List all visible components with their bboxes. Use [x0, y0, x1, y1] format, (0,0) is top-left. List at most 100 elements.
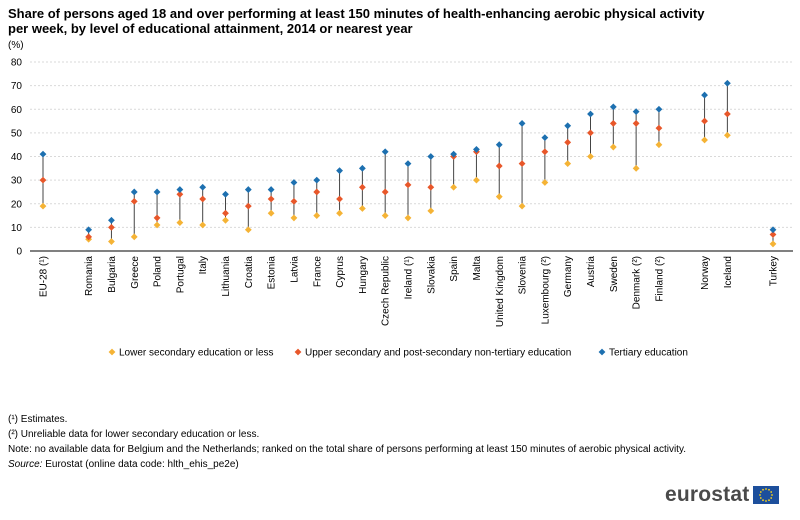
data-point [655, 105, 663, 113]
legend-label: Lower secondary education or less [119, 348, 274, 359]
data-point [427, 207, 435, 215]
data-point [381, 148, 389, 156]
data-point [701, 136, 708, 144]
x-tick-label: Cyprus [335, 256, 346, 288]
x-tick-label: Norway [700, 256, 711, 290]
data-point [541, 148, 549, 156]
x-tick-label: Austria [586, 256, 597, 288]
data-point [39, 150, 47, 158]
data-point [723, 79, 731, 87]
data-point [199, 221, 207, 229]
data-point [358, 183, 366, 191]
data-point [518, 202, 526, 210]
data-point [336, 167, 343, 175]
data-point [222, 216, 229, 224]
footnotes: (¹) Estimates. (²) Unreliable data for l… [8, 412, 792, 472]
data-point [222, 209, 229, 217]
x-tick-label: Slovakia [426, 256, 437, 294]
data-point [130, 233, 138, 241]
x-tick-label: Czech Republic [381, 256, 392, 326]
data-point [199, 195, 207, 203]
legend-marker [108, 348, 116, 356]
data-point [541, 134, 549, 141]
x-tick-label: Denmark (²) [632, 256, 643, 309]
chart-area: 0 10 20 30 40 50 60 70 80 EU-28 (¹) Romania Bulgari… [11, 58, 793, 359]
data-point [587, 110, 594, 118]
data-point [85, 226, 93, 234]
data-point [39, 176, 47, 184]
data-point [267, 186, 275, 193]
x-tick-label: Slovenia [518, 256, 529, 295]
data-point [495, 193, 503, 201]
data-point [108, 216, 115, 224]
y-tick-label: 50 [11, 128, 23, 139]
data-point [130, 188, 138, 196]
data-point [267, 195, 275, 203]
x-tick-label: Portugal [175, 256, 186, 293]
data-point [404, 160, 412, 167]
data-point [518, 120, 526, 127]
data-point [427, 183, 435, 191]
x-tick-label: Hungary [358, 256, 369, 294]
x-tick-label: United Kingdom [495, 256, 506, 327]
x-tick-label: Iceland [723, 256, 734, 288]
data-point [358, 164, 366, 172]
data-point [267, 209, 275, 217]
x-tick-label: Italy [198, 256, 209, 274]
eurostat-logo: eurostat [665, 483, 780, 507]
data-point [108, 223, 115, 231]
data-point [199, 183, 207, 191]
chart-title: Share of persons aged 18 and over perfor… [8, 6, 705, 36]
data-point [404, 214, 412, 222]
data-point [632, 108, 640, 116]
x-tick-label: Malta [472, 256, 483, 281]
data-point [632, 120, 640, 127]
x-tick-label: Greece [130, 256, 141, 289]
logo-text: eurostat [665, 483, 750, 506]
y-tick-label: 60 [11, 105, 23, 116]
data-point [244, 226, 252, 234]
data-point [176, 190, 184, 198]
data-point [85, 233, 93, 241]
data-point [564, 122, 572, 130]
x-tick-label: EU-28 (¹) [39, 256, 50, 297]
data-point [701, 117, 708, 125]
y-tick-label: 30 [11, 176, 23, 187]
footnote-note: Note: no available data for Belgium and … [8, 444, 686, 455]
x-tick-label: Germany [563, 256, 574, 297]
data-point [450, 150, 458, 158]
y-tick-label: 10 [11, 223, 23, 234]
x-tick-label: France [312, 256, 323, 288]
data-point [153, 214, 161, 222]
data-point [130, 197, 138, 205]
data-point [176, 186, 184, 193]
data-point [313, 176, 321, 184]
data-point [541, 179, 549, 186]
data-point [153, 221, 161, 229]
x-tick-label: Ireland (¹) [404, 256, 415, 299]
legend-marker [294, 348, 302, 356]
legend-label: Tertiary education [609, 348, 688, 359]
x-tick-label: Spain [449, 256, 460, 282]
footnote-estimates: (¹) Estimates. [8, 414, 68, 425]
footnote-unreliable: (²) Unreliable data for lower secondary … [8, 429, 260, 440]
y-tick-label: 70 [11, 81, 23, 92]
data-point [427, 153, 435, 160]
x-tick-label: Luxembourg (²) [540, 256, 551, 324]
data-point [655, 124, 663, 132]
y-tick-label: 40 [11, 152, 23, 163]
data-point [769, 226, 777, 234]
data-point [609, 120, 617, 127]
data-point [587, 129, 594, 137]
y-axis-unit: (%) [8, 40, 24, 51]
data-point [587, 153, 594, 160]
x-tick-label: Croatia [244, 256, 255, 289]
source-line: Source: Eurostat (online data code: hlth… [8, 457, 792, 472]
data-point [655, 141, 663, 149]
data-point [723, 110, 731, 118]
data-point [769, 231, 777, 238]
data-point [108, 238, 115, 245]
data-point [39, 202, 47, 210]
y-tick-label: 80 [11, 58, 23, 69]
x-tick-label: Estonia [267, 256, 278, 290]
